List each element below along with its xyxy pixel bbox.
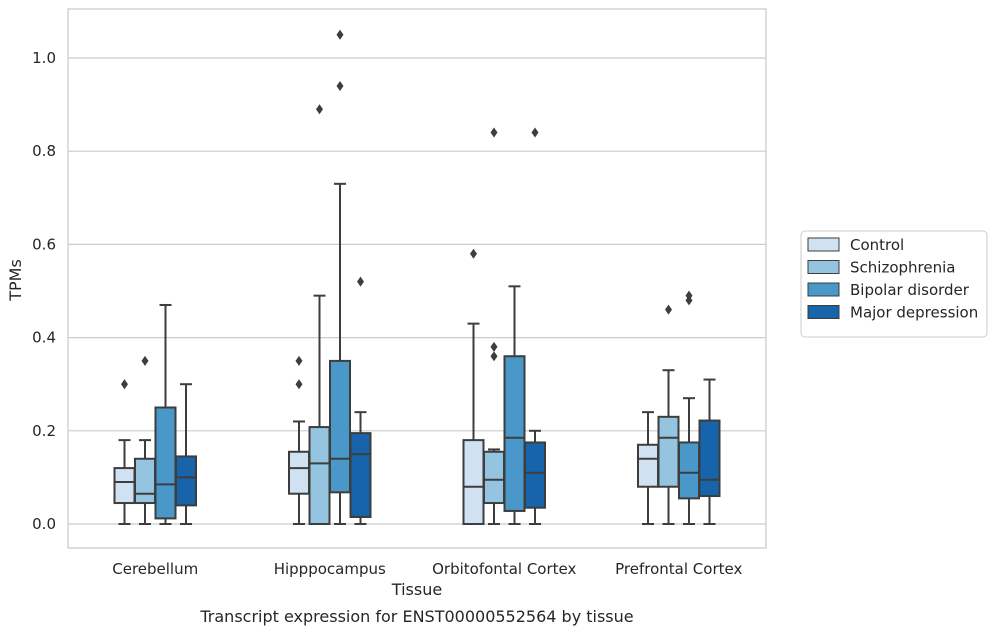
series-bipolar-disorder xyxy=(154,29,700,525)
legend-item: Control xyxy=(807,236,904,254)
x-axis-label: Tissue xyxy=(391,580,442,599)
box xyxy=(288,355,310,525)
box-body xyxy=(329,359,351,494)
x-tick-label: Prefrontal Cortex xyxy=(615,560,742,578)
box-body xyxy=(288,450,310,495)
legend-item: Bipolar disorder xyxy=(807,281,970,299)
legend: Control Schizophrenia Bipolar disorder Majo… xyxy=(800,230,988,338)
box xyxy=(483,127,505,525)
box-body xyxy=(154,406,177,520)
outlier-point xyxy=(357,276,364,287)
legend-swatch xyxy=(807,282,840,297)
y-tick-label: 0.6 xyxy=(32,235,56,253)
box xyxy=(308,104,331,525)
y-tick-label: 0.2 xyxy=(32,422,56,440)
outlier-point xyxy=(685,290,693,301)
legend-swatch xyxy=(807,260,840,274)
box-body xyxy=(698,419,721,498)
box xyxy=(349,276,372,525)
box-body xyxy=(175,455,197,507)
box xyxy=(329,29,351,525)
box-body xyxy=(308,426,331,525)
series-schizophrenia xyxy=(134,104,680,525)
box-body xyxy=(113,467,136,505)
box-body xyxy=(678,441,700,500)
series-control xyxy=(113,248,659,525)
legend-label: Schizophrenia xyxy=(850,259,955,277)
legend-swatch xyxy=(807,305,840,319)
y-tick-label: 0.8 xyxy=(32,142,56,160)
y-tick-label: 0.4 xyxy=(32,329,56,347)
x-axis: Cerebellum Hipppocampus Orbitofontal Corte… xyxy=(112,560,742,578)
outlier-point xyxy=(470,248,477,259)
legend-label: Major depression xyxy=(850,304,978,322)
box-body xyxy=(503,355,526,512)
box-body xyxy=(637,443,659,488)
outlier-point xyxy=(316,104,323,115)
outlier-point xyxy=(295,355,303,366)
box xyxy=(154,303,177,525)
chart-caption: Transcript expression for ENST0000055256… xyxy=(199,607,633,626)
y-axis-label: TPMs xyxy=(6,259,25,302)
box xyxy=(134,355,156,525)
box xyxy=(113,379,136,525)
box xyxy=(637,411,659,525)
plot-frame xyxy=(67,8,767,549)
legend-item: Major depression xyxy=(807,304,978,322)
outlier-point xyxy=(490,127,498,138)
box xyxy=(503,285,526,525)
outlier-point xyxy=(141,355,149,366)
outlier-point xyxy=(490,351,498,362)
box-body xyxy=(483,450,505,505)
outlier-point xyxy=(490,341,498,352)
outlier-point xyxy=(295,379,303,390)
box xyxy=(462,248,485,525)
y-tick-label: 0.0 xyxy=(32,515,56,533)
box xyxy=(698,378,721,525)
box-body xyxy=(524,441,546,509)
box xyxy=(678,290,700,525)
y-axis: 0.0 0.2 0.4 0.6 0.8 1.0 xyxy=(32,49,56,533)
box-plot-series xyxy=(113,29,721,525)
x-tick-label: Cerebellum xyxy=(112,560,198,578)
legend-label: Bipolar disorder xyxy=(850,281,970,299)
box xyxy=(175,383,197,525)
box xyxy=(524,127,546,525)
legend-item: Schizophrenia xyxy=(807,259,955,277)
outlier-point xyxy=(665,304,672,315)
x-tick-label: Hipppocampus xyxy=(274,560,386,578)
legend-frame xyxy=(800,230,988,338)
box-body xyxy=(462,439,485,525)
box-body xyxy=(349,432,372,519)
outlier-point xyxy=(336,80,344,91)
legend-label: Control xyxy=(850,236,904,254)
y-tick-label: 1.0 xyxy=(32,49,56,67)
x-tick-label: Orbitofontal Cortex xyxy=(432,560,576,578)
outlier-point xyxy=(336,29,344,40)
series-major-depression xyxy=(175,127,721,525)
legend-swatch xyxy=(807,237,840,252)
box-body xyxy=(134,457,156,505)
box-body xyxy=(657,415,680,488)
outlier-point xyxy=(531,127,539,138)
outlier-point xyxy=(121,379,128,390)
